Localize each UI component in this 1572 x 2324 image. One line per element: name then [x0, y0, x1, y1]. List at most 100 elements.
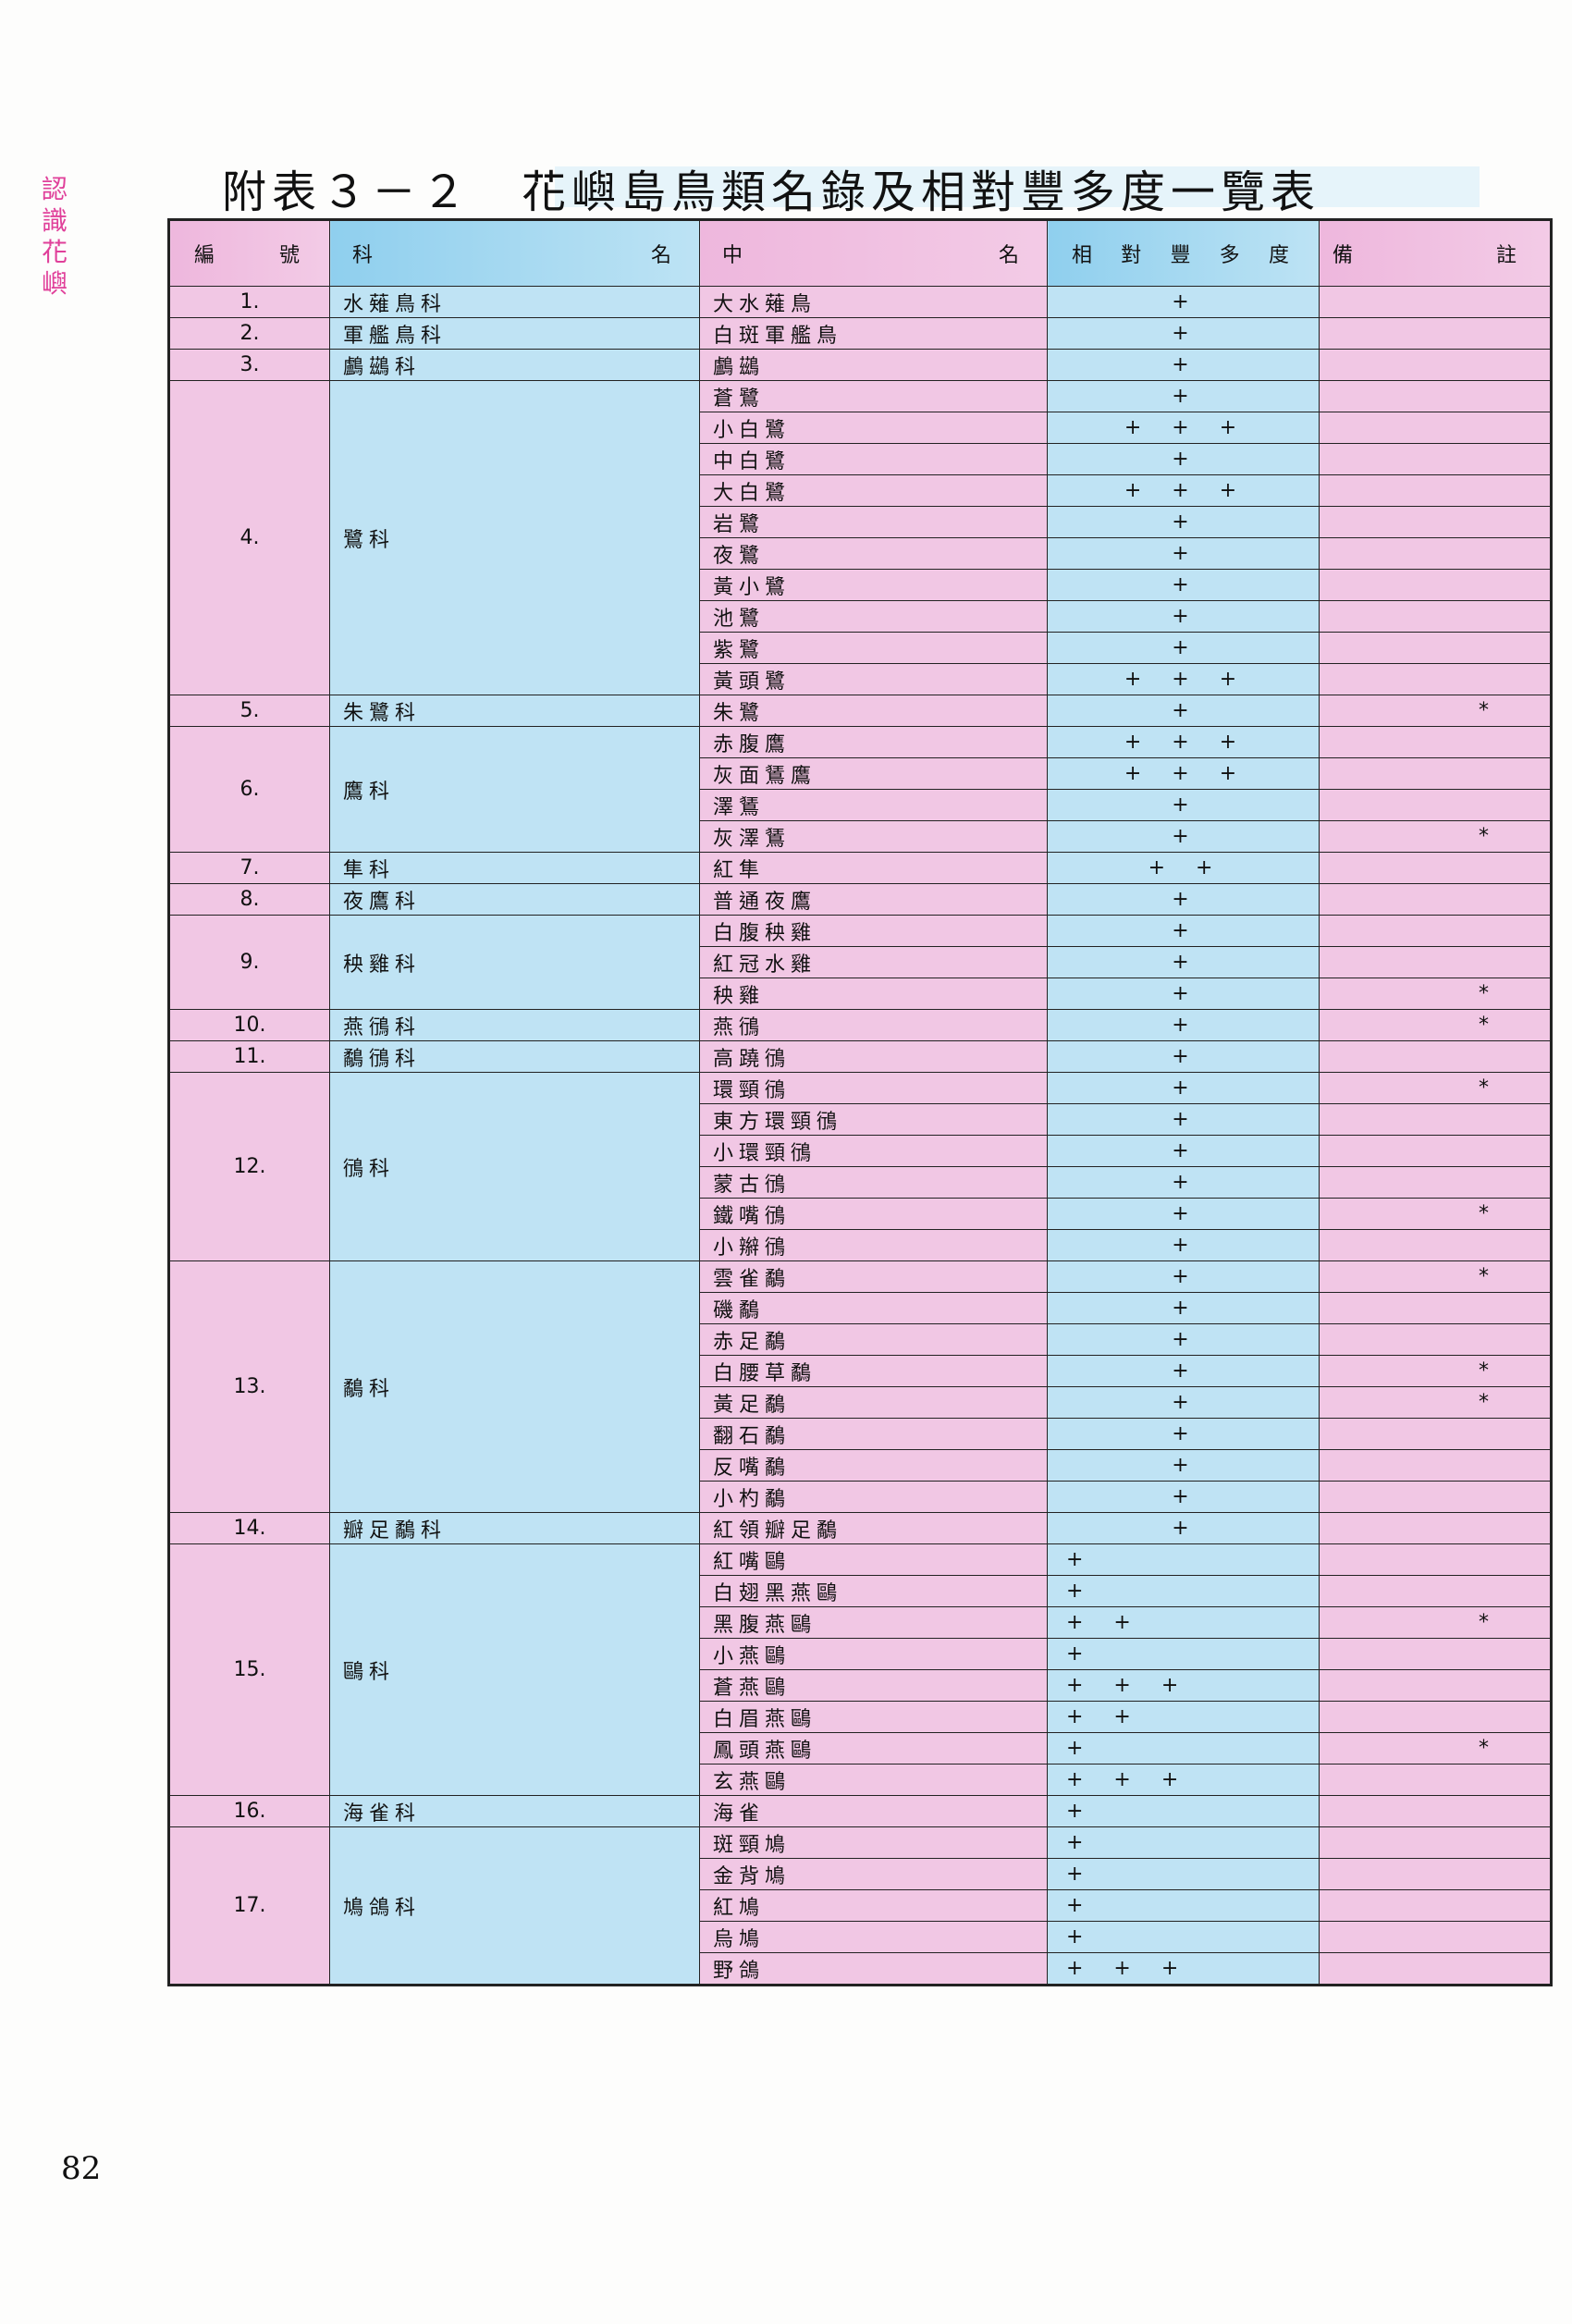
- number-cell: 4.: [168, 380, 330, 695]
- abundance-cell: +: [1047, 1638, 1320, 1670]
- note-cell: [1319, 1638, 1552, 1670]
- note-cell: [1319, 915, 1552, 947]
- note-cell: *: [1319, 695, 1552, 727]
- note-cell: [1319, 1292, 1552, 1324]
- species-cell: 金背鳩: [699, 1858, 1048, 1890]
- header-cell: 相對豐多度: [1047, 219, 1320, 287]
- note-cell: [1319, 443, 1552, 475]
- abundance-cell: +: [1047, 1543, 1320, 1576]
- table-row: 蒼燕鷗 + + +: [169, 1669, 1552, 1702]
- species-cell: 秧雞: [699, 978, 1048, 1010]
- header-text: 相對豐多度: [1072, 244, 1295, 267]
- note-cell: *: [1319, 978, 1552, 1010]
- table-row: 1. 水薙鳥科 大水薙鳥 +: [168, 286, 1552, 318]
- note-cell: [1319, 883, 1552, 916]
- family-cell: 鳩鴿科: [329, 1826, 700, 1986]
- number-cell: 2.: [168, 317, 330, 350]
- family-cell: 水薙鳥科: [329, 286, 700, 318]
- table-row: 反嘴鷸 +: [169, 1449, 1552, 1482]
- abundance-cell: + +: [1047, 1701, 1320, 1733]
- abundance-cell: +: [1047, 1072, 1320, 1104]
- table-row: 大白鷺 + + +: [169, 474, 1552, 507]
- note-cell: [1319, 632, 1552, 664]
- table-row: 13. 鷸科 雲雀鷸 + *: [168, 1260, 1552, 1513]
- species-cell: 白翅黑燕鷗: [699, 1575, 1048, 1607]
- abundance-cell: + +: [1047, 852, 1320, 884]
- note-cell: [1319, 1543, 1552, 1576]
- side-label: 認識花嶼: [41, 174, 68, 299]
- note-cell: *: [1319, 1732, 1552, 1765]
- note-cell: [1319, 1701, 1552, 1733]
- note-cell: [1319, 1575, 1552, 1607]
- note-cell: [1319, 506, 1552, 538]
- abundance-cell: +: [1047, 1889, 1320, 1922]
- header-row: 編號 科名 中名 相對豐多度 備註: [168, 219, 1552, 287]
- species-cell: 中白鷺: [699, 443, 1048, 475]
- species-cell: 灰面鵟鷹: [699, 757, 1048, 790]
- family-cell: 鸕鷀科: [329, 349, 700, 381]
- species-cell: 小燕鷗: [699, 1638, 1048, 1670]
- species-cell: 磯鷸: [699, 1292, 1048, 1324]
- title-band: [555, 166, 1480, 207]
- species-cell: 蒼鷺: [699, 380, 1048, 412]
- abundance-cell: +: [1047, 789, 1320, 821]
- abundance-cell: +: [1047, 537, 1320, 570]
- abundance-cell: + + +: [1047, 726, 1320, 758]
- table-row: 3. 鸕鷀科 鸕鷀 +: [168, 349, 1552, 381]
- abundance-cell: + + +: [1047, 474, 1320, 507]
- header-text: 中名: [722, 244, 1025, 267]
- abundance-cell: +: [1047, 1826, 1320, 1859]
- species-cell: 小辮鴴: [699, 1229, 1048, 1261]
- note-cell: [1319, 1229, 1552, 1261]
- species-cell: 紅嘴鷗: [699, 1543, 1048, 1576]
- note-cell: [1319, 1135, 1552, 1167]
- family-cell: 鷸鴴科: [329, 1040, 700, 1073]
- note-cell: *: [1319, 1260, 1552, 1293]
- note-cell: [1319, 1669, 1552, 1702]
- abundance-cell: +: [1047, 978, 1320, 1010]
- note-cell: [1319, 1826, 1552, 1859]
- table-row: 10. 燕鴴科 燕鴴 + *: [168, 1009, 1552, 1041]
- table-row: 中白鷺 +: [169, 443, 1552, 475]
- species-cell: 野鴿: [699, 1952, 1048, 1986]
- number-cell: 3.: [168, 349, 330, 381]
- abundance-cell: +: [1047, 317, 1320, 350]
- abundance-cell: +: [1047, 1732, 1320, 1765]
- header-text: 科名: [352, 244, 677, 267]
- species-cell: 蒼燕鷗: [699, 1669, 1048, 1702]
- note-cell: [1319, 569, 1552, 601]
- table-row: 烏鳩 +: [169, 1921, 1552, 1953]
- note-cell: [1319, 600, 1552, 633]
- table-row: 5. 朱鷺科 朱鷺 + *: [168, 695, 1552, 727]
- abundance-cell: + + +: [1047, 412, 1320, 444]
- number-cell: 7.: [168, 852, 330, 884]
- species-cell: 紅隼: [699, 852, 1048, 884]
- species-cell: 環頸鴴: [699, 1072, 1048, 1104]
- abundance-cell: +: [1047, 1166, 1320, 1199]
- abundance-cell: +: [1047, 1135, 1320, 1167]
- note-cell: [1319, 1764, 1552, 1796]
- family-cell: 軍艦鳥科: [329, 317, 700, 350]
- table-row: 6. 鷹科 赤腹鷹 + + +: [168, 726, 1552, 853]
- species-cell: 大水薙鳥: [699, 286, 1048, 318]
- header-cell: 編號: [168, 219, 330, 287]
- table-row: 蒙古鴴 +: [169, 1166, 1552, 1199]
- table-row: 金背鳩 +: [169, 1858, 1552, 1890]
- table-row: 灰澤鵟 + *: [169, 820, 1552, 853]
- family-cell: 鷺科: [329, 380, 700, 695]
- species-cell: 玄燕鷗: [699, 1764, 1048, 1796]
- abundance-cell: +: [1047, 506, 1320, 538]
- species-cell: 白腹秧雞: [699, 915, 1048, 947]
- table-row: 紅冠水雞 +: [169, 946, 1552, 978]
- note-cell: [1319, 1952, 1552, 1986]
- species-cell: 澤鵟: [699, 789, 1048, 821]
- species-cell: 海雀: [699, 1795, 1048, 1827]
- table-row: 磯鷸 +: [169, 1292, 1552, 1324]
- table-row: 黃小鷺 +: [169, 569, 1552, 601]
- page-number: 82: [61, 2150, 102, 2187]
- species-cell: 岩鷺: [699, 506, 1048, 538]
- species-cell: 小環頸鴴: [699, 1135, 1048, 1167]
- abundance-cell: +: [1047, 1481, 1320, 1513]
- family-cell: 鴴科: [329, 1072, 700, 1261]
- abundance-cell: +: [1047, 1198, 1320, 1230]
